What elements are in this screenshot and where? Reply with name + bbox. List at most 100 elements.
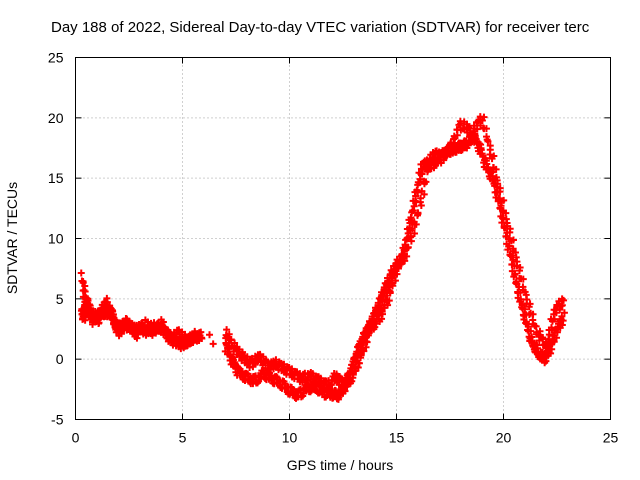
data-point [502, 215, 510, 223]
y-tick-label: 15 [48, 170, 64, 186]
ticks: 0 5 10 15 20 25 -5 0 5 10 15 20 25 [48, 50, 619, 446]
data-point [496, 184, 504, 192]
data-point [198, 334, 206, 342]
data-point [512, 279, 520, 287]
data-point [414, 209, 422, 217]
data-point [125, 321, 133, 329]
data-point [327, 381, 335, 389]
data-point [78, 277, 86, 285]
data-point [109, 312, 117, 320]
y-tick-label: 10 [48, 231, 64, 247]
data-point [505, 242, 513, 250]
data-point [119, 326, 127, 334]
data-point [77, 269, 85, 277]
data-point [483, 133, 491, 141]
data-point [135, 325, 143, 333]
data-point [560, 309, 568, 317]
data-point [492, 173, 500, 181]
y-tick-label: 5 [56, 291, 64, 307]
data-point [341, 387, 349, 395]
data-point [386, 289, 394, 297]
data-point [433, 158, 441, 166]
data-point [420, 190, 428, 198]
data-point [519, 283, 527, 291]
y-axis-label: SDTVAR / TECUs [4, 182, 20, 294]
data-point [412, 192, 420, 200]
data-point [224, 344, 232, 352]
data-point [113, 319, 121, 327]
data-point [385, 297, 393, 305]
x-tick-label: 25 [603, 430, 619, 446]
data-point [197, 328, 205, 336]
data-point [223, 326, 231, 334]
data-point [464, 141, 472, 149]
data-point [209, 340, 217, 348]
data-point [363, 338, 371, 346]
data-point [492, 165, 500, 173]
data-point [511, 270, 519, 278]
data-point [128, 320, 136, 328]
data-point [478, 150, 486, 158]
data-points [77, 113, 568, 403]
y-tick-label: 25 [48, 50, 64, 66]
data-point [407, 213, 415, 221]
data-point [400, 248, 408, 256]
y-tick-label: 0 [56, 351, 64, 367]
data-point [526, 300, 534, 308]
data-point [450, 135, 458, 143]
data-point [548, 326, 556, 334]
data-point [390, 271, 398, 279]
data-point [409, 207, 417, 215]
data-point [560, 296, 568, 304]
data-point [532, 322, 540, 330]
data-point [417, 194, 425, 202]
data-point [550, 338, 558, 346]
data-point [521, 305, 529, 313]
data-point [422, 178, 430, 186]
data-point [403, 252, 411, 260]
data-point [81, 295, 89, 303]
data-point [502, 209, 510, 217]
data-point [412, 220, 420, 228]
data-point [343, 383, 351, 391]
data-point [472, 135, 480, 143]
data-point [539, 335, 547, 343]
data-point [349, 374, 357, 382]
data-point [500, 196, 508, 204]
data-point [391, 277, 399, 285]
data-point [547, 349, 555, 357]
data-point [231, 360, 239, 368]
data-point [519, 275, 527, 283]
data-point [480, 113, 488, 121]
data-point [192, 336, 200, 344]
data-point [413, 186, 421, 194]
data-point [417, 201, 425, 209]
data-point [509, 245, 517, 253]
data-point [473, 125, 481, 133]
data-point [522, 318, 530, 326]
data-point [447, 148, 455, 156]
x-tick-label: 20 [496, 430, 512, 446]
y-tick-label: 20 [48, 110, 64, 126]
data-point [490, 152, 498, 160]
data-point [506, 251, 514, 259]
data-point [527, 327, 535, 335]
data-point [407, 232, 415, 240]
data-point [371, 323, 379, 331]
data-point [357, 354, 365, 362]
data-point [378, 310, 386, 318]
chart-title: Day 188 of 2022, Sidereal Day-to-day VTE… [51, 19, 590, 36]
data-point [484, 137, 492, 145]
data-point [517, 295, 525, 303]
data-point [80, 286, 88, 294]
data-point [348, 377, 356, 385]
x-axis-label: GPS time / hours [287, 457, 394, 473]
data-point [229, 356, 237, 364]
y-tick-label: -5 [51, 412, 64, 428]
data-point [408, 225, 416, 233]
data-point [486, 142, 494, 150]
data-point [81, 288, 89, 296]
series-2 [77, 113, 568, 395]
x-tick-label: 10 [282, 430, 298, 446]
data-point [559, 317, 567, 325]
